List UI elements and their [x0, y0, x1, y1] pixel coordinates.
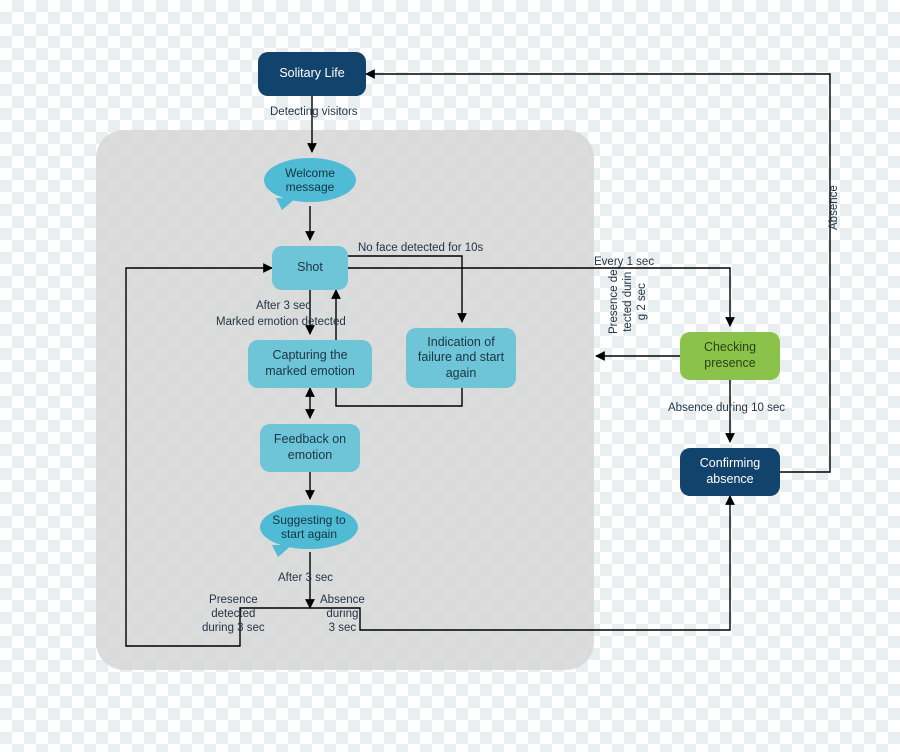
label-presence-3-sec: Presencedetectedduring 3 sec [202, 594, 265, 635]
node-label: Suggesting tostart again [272, 513, 345, 542]
node-suggest-restart: Suggesting tostart again [260, 505, 358, 549]
label-detecting-visitors: Detecting visitors [270, 106, 358, 120]
label-after-3-sec-suggest: After 3 sec [278, 572, 333, 586]
node-feedback-emotion: Feedback onemotion [260, 424, 360, 472]
node-label: Shot [297, 260, 323, 276]
node-shot: Shot [272, 246, 348, 290]
bubble-tail [276, 198, 296, 210]
node-confirming-absence: Confirmingabsence [680, 448, 780, 496]
node-label: Welcomemessage [285, 166, 335, 195]
label-presence-2-sec: Presence detected during 2 sec [608, 269, 649, 334]
node-solitary-life: Solitary Life [258, 52, 366, 96]
label-no-face-detected: No face detected for 10s [358, 242, 483, 256]
node-label: Capturing themarked emotion [265, 348, 355, 379]
label-marked-emotion: Marked emotion detected [216, 316, 346, 330]
node-failure-indication: Indication offailure and startagain [406, 328, 516, 388]
node-label: Checkingpresence [704, 340, 756, 371]
node-label: Confirmingabsence [700, 456, 760, 487]
edge-e11 [348, 268, 730, 326]
node-label: Indication offailure and startagain [418, 335, 504, 382]
label-absence: Absence [828, 185, 842, 230]
node-welcome-message: Welcomemessage [264, 158, 356, 202]
edge-e10 [310, 496, 730, 630]
node-checking-presence: Checkingpresence [680, 332, 780, 380]
bubble-tail [272, 545, 292, 557]
label-absence-10-sec: Absence during 10 sec [668, 402, 785, 416]
label-after-3-sec-shot: After 3 sec [256, 300, 311, 314]
label-every-1-sec: Every 1 sec [594, 256, 654, 270]
edge-e7 [348, 256, 462, 322]
label-absence-3-sec: Absenceduring3 sec [320, 594, 365, 635]
node-label: Solitary Life [279, 66, 344, 82]
diagram-canvas: Solitary Life Welcomemessage Shot Captur… [0, 0, 900, 752]
node-capture-emotion: Capturing themarked emotion [248, 340, 372, 388]
node-label: Feedback onemotion [274, 432, 346, 463]
